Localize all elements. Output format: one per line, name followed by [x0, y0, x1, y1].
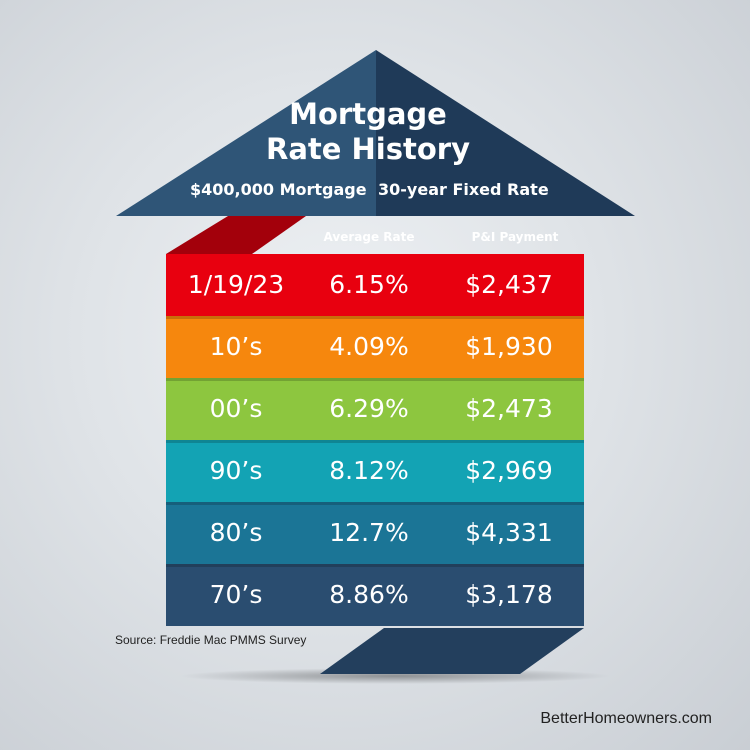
row-rate: 12.7%	[329, 518, 409, 547]
row-rate: 4.09%	[329, 332, 409, 361]
row-payment: $2,437	[465, 270, 553, 299]
rate-band	[166, 254, 584, 316]
row-payment: $2,473	[465, 394, 553, 423]
ribbon-fold-bottom	[320, 628, 584, 674]
rate-row: 90’s 8.12% $2,969	[166, 440, 584, 502]
rate-band	[166, 378, 584, 440]
row-payment: $4,331	[465, 518, 553, 547]
rate-band	[166, 316, 584, 378]
row-period: 10’s	[209, 332, 263, 361]
ribbon-fold-top	[166, 216, 306, 254]
row-period: 80’s	[209, 518, 263, 547]
rate-row: 10’s 4.09% $1,930	[166, 316, 584, 378]
rate-band	[166, 502, 584, 564]
subtitle-mortgage-amount: $400,000 Mortgage	[190, 180, 367, 199]
row-rate: 8.12%	[329, 456, 409, 485]
roof-right	[376, 50, 635, 216]
roof-left	[116, 50, 376, 216]
rate-row: 1/19/23 6.15% $2,437	[166, 254, 584, 316]
column-header-average-rate: Average Rate	[323, 230, 415, 244]
rate-row: 70’s 8.86% $3,178	[166, 564, 584, 626]
rate-bands	[166, 254, 584, 626]
band-shadow	[166, 502, 584, 505]
row-rate: 8.86%	[329, 580, 409, 609]
band-shadow	[166, 564, 584, 567]
row-rate: 6.15%	[329, 270, 409, 299]
row-period: 90’s	[209, 456, 263, 485]
brand-url: BetterHomeowners.com	[540, 710, 712, 727]
rate-row: 80’s 12.7% $4,331	[166, 502, 584, 564]
row-period: 1/19/23	[187, 270, 285, 299]
rate-row: 00’s 6.29% $2,473	[166, 378, 584, 440]
band-shadow	[166, 378, 584, 381]
source-note: Source: Freddie Mac PMMS Survey	[115, 633, 307, 647]
row-payment: $3,178	[465, 580, 553, 609]
title-line-2: Rate History	[266, 132, 470, 166]
column-header-pi-payment: P&I Payment	[471, 230, 559, 244]
row-rate: 6.29%	[329, 394, 409, 423]
subtitle-term: 30-year Fixed Rate	[378, 180, 549, 199]
band-shadow	[166, 316, 584, 319]
row-payment: $1,930	[465, 332, 553, 361]
band-shadow	[166, 440, 584, 443]
rate-band	[166, 440, 584, 502]
rate-band	[166, 564, 584, 626]
row-period: 70’s	[209, 580, 263, 609]
row-payment: $2,969	[465, 456, 553, 485]
row-period: 00’s	[209, 394, 263, 423]
title-line-1: Mortgage	[289, 97, 447, 131]
